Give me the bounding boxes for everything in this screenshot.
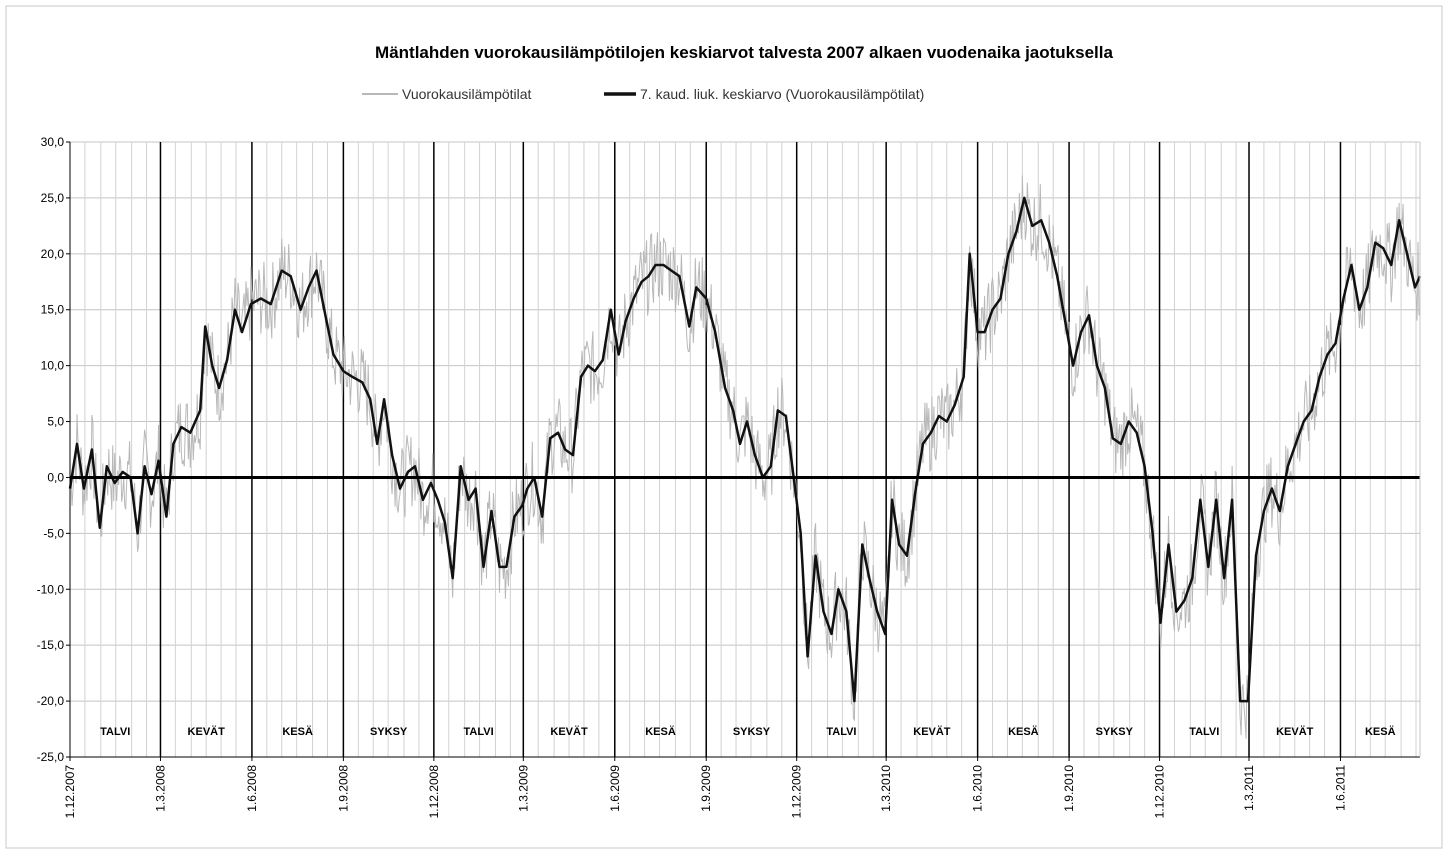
y-tick-label: 5,0 <box>47 415 64 429</box>
y-tick-label: -5,0 <box>43 526 64 540</box>
season-label: KESÄ <box>282 725 313 738</box>
x-tick-label: 1.9.2010 <box>1062 765 1076 812</box>
season-label: SYKSY <box>1096 726 1134 738</box>
season-divider-lines <box>159 142 1342 757</box>
season-labels: TALVI KEVÄT KESÄ SYKSY TALVI KEVÄT KESÄ SYKSY TA… <box>100 725 1395 738</box>
x-tick-label: 1.9.2008 <box>336 765 350 812</box>
legend-label-average: 7. kaud. liuk. keskiarvo (Vuorokausilämp… <box>640 86 924 102</box>
legend: Vuorokausilämpötilat 7. kaud. liuk. kesk… <box>362 86 924 102</box>
y-tick-label: 20,0 <box>41 247 65 261</box>
x-tick-label: 1.12.2009 <box>790 765 804 819</box>
x-tick-label: 1.6.2008 <box>245 765 259 812</box>
y-tick-label: -15,0 <box>37 638 65 652</box>
y-tick-label: 15,0 <box>41 303 65 317</box>
x-tick-label: 1.6.2011 <box>1333 765 1347 811</box>
season-label: KEVÄT <box>550 725 588 738</box>
season-label: TALVI <box>826 726 856 738</box>
y-tick-label: -25,0 <box>37 750 65 764</box>
season-label: TALVI <box>100 726 130 738</box>
season-label: KEVÄT <box>913 725 951 738</box>
season-label: KEVÄT <box>1276 725 1314 738</box>
season-label: KESÄ <box>1008 725 1039 738</box>
x-tick-label: 1.12.2007 <box>63 765 77 819</box>
y-tick-label: 25,0 <box>41 191 65 205</box>
legend-label-daily: Vuorokausilämpötilat <box>402 86 532 102</box>
y-tick-label: -10,0 <box>37 582 65 596</box>
season-label: KESÄ <box>1365 725 1396 738</box>
x-tick-label: 1.3.2008 <box>153 765 167 812</box>
series-line-moving-average <box>68 196 1422 703</box>
y-tick-label: 10,0 <box>41 359 65 373</box>
axes <box>66 141 1421 761</box>
y-tick-labels: 30,0 25,0 20,0 15,0 10,0 5,0 0,0 -5,0 -10,0 -15,0… <box>37 135 65 764</box>
x-tick-label: 1.12.2010 <box>1153 765 1167 819</box>
season-label: KESÄ <box>645 725 676 738</box>
season-label: TALVI <box>1189 726 1219 738</box>
y-tick-label: -20,0 <box>37 694 65 708</box>
season-label: SYKSY <box>733 726 771 738</box>
chart-title: Mäntlahden vuorokausilämpötilojen keskia… <box>375 43 1113 62</box>
x-tick-label: 1.12.2008 <box>427 765 441 819</box>
season-label: SYKSY <box>370 726 408 738</box>
x-tick-label: 1.3.2010 <box>879 765 893 812</box>
x-tick-label: 1.3.2009 <box>516 765 530 812</box>
season-label: KEVÄT <box>188 725 226 738</box>
season-label: TALVI <box>464 726 494 738</box>
x-tick-labels: 1.12.2007 1.3.2008 1.6.2008 1.9.2008 1.12.20… <box>63 765 1347 819</box>
x-tick-label: 1.9.2009 <box>699 765 713 812</box>
x-tick-label: 1.6.2009 <box>608 765 622 812</box>
chart-border <box>5 5 1443 849</box>
x-tick-label: 1.3.2011 <box>1242 765 1256 811</box>
series-line-daily <box>69 175 1420 739</box>
y-tick-label: 0,0 <box>47 470 64 484</box>
x-tick-label: 1.6.2010 <box>971 765 985 812</box>
series <box>68 175 1422 739</box>
y-tick-label: 30,0 <box>41 135 65 149</box>
